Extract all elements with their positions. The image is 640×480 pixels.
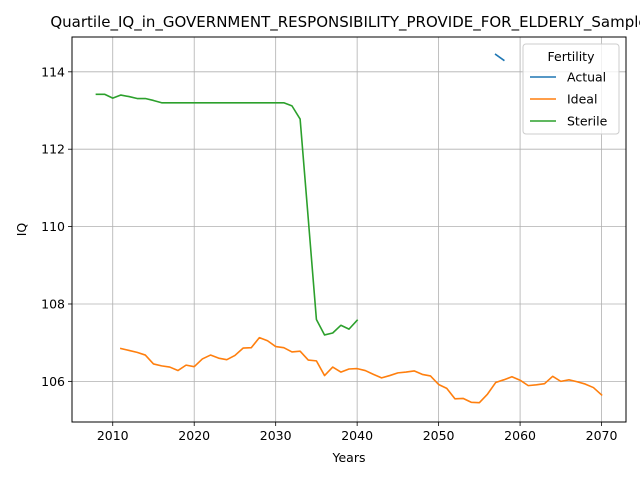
series-line-sterile: [95, 93, 359, 336]
x-tick-label: 2070: [586, 428, 618, 443]
x-tick-label: 2010: [97, 428, 129, 443]
y-tick-label: 108: [41, 296, 65, 311]
y-tick-label: 106: [41, 374, 65, 389]
legend: Fertility Actual Ideal Sterile: [522, 43, 620, 135]
legend-items: Actual Ideal Sterile: [530, 70, 608, 129]
x-axis-label: Years: [332, 450, 366, 465]
legend-title: Fertility: [548, 49, 596, 64]
series-line-ideal: [119, 336, 603, 404]
series-line-actual: [494, 53, 505, 62]
x-tick-label: 2030: [260, 428, 292, 443]
axis-ticks: 2010 2020 2030 2040 2050 2060 2070 106 108 110 112…: [41, 64, 617, 443]
legend-label: Sterile: [567, 114, 608, 129]
x-tick-label: 2040: [341, 428, 373, 443]
x-tick-label: 2050: [423, 428, 455, 443]
grid: [72, 37, 626, 422]
legend-label: Actual: [567, 70, 606, 85]
y-axis-label: IQ: [14, 223, 29, 237]
x-tick-label: 2020: [178, 428, 210, 443]
y-tick-label: 110: [41, 219, 65, 234]
y-tick-label: 114: [41, 64, 65, 79]
x-tick-label: 2060: [504, 428, 536, 443]
legend-label: Ideal: [567, 92, 597, 107]
series-lines: [95, 53, 603, 404]
legend-box: [522, 43, 620, 135]
chart-title: Quartile_IQ_in_GOVERNMENT_RESPONSIBILITY…: [50, 13, 640, 32]
y-tick-label: 112: [41, 142, 65, 157]
plot-frame: [71, 36, 627, 423]
